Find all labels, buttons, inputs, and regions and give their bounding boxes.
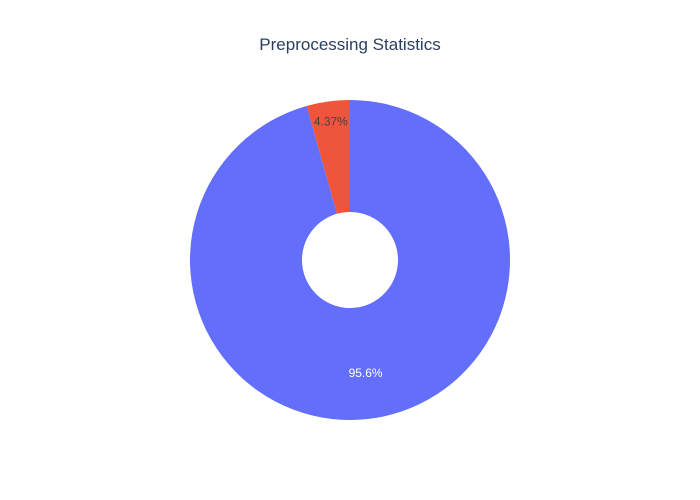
- chart-title: Preprocessing Statistics: [259, 35, 440, 54]
- pie-slices: [190, 100, 511, 421]
- pie-slice-0[interactable]: [190, 100, 511, 421]
- pie-slice-label-0: 95.6%: [349, 366, 383, 380]
- pie-slice-labels: 95.6% 4.37%: [314, 114, 383, 380]
- pie-slice-1[interactable]: [306, 100, 350, 214]
- pie-slice-label-1: 4.37%: [314, 114, 348, 128]
